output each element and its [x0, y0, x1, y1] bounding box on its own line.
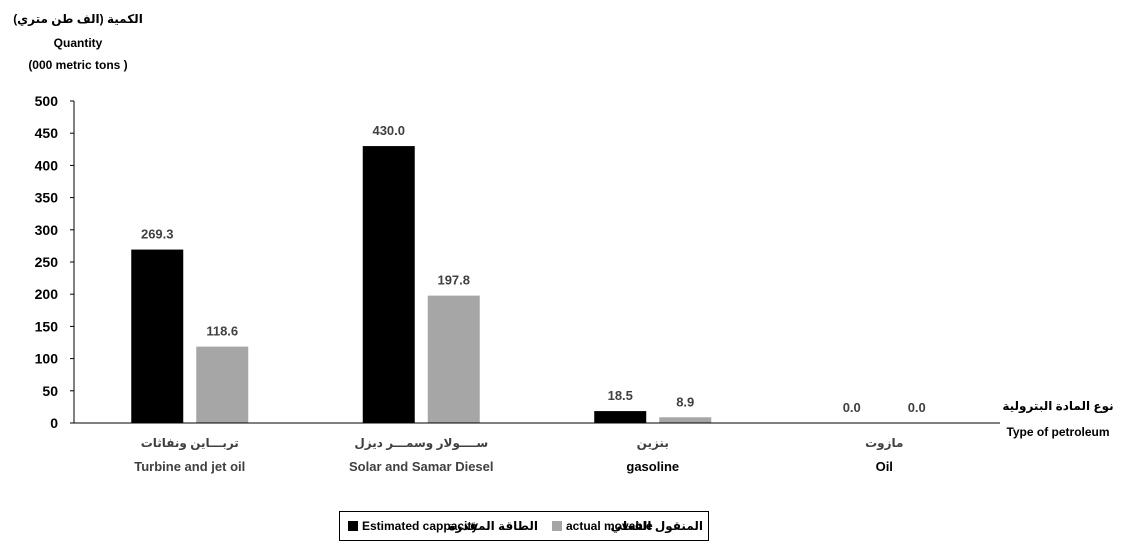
x-axis-title-en: Type of petroleum — [1006, 425, 1109, 439]
x-axis-title-ar: نوع المادة البترولية — [1002, 399, 1113, 414]
bar-estimated-0 — [131, 249, 184, 423]
x-tick-label-ar: بنزين — [637, 436, 669, 450]
data-label: 118.6 — [206, 324, 238, 339]
legend-swatch-actual — [552, 521, 562, 531]
legend-label-actual-en: actual movable — [566, 519, 653, 533]
x-axis-title: نوع المادة البترولية Type of petroleum — [1002, 399, 1113, 439]
data-label: 0.0 — [843, 400, 861, 415]
y-axis: 0 50 100 150 200 250 300 350 400 450 500 — [35, 93, 75, 431]
y-tick-label: 50 — [42, 383, 58, 399]
y-tick-label: 0 — [50, 415, 58, 431]
bar-actual-1 — [427, 295, 480, 423]
y-tick-label: 350 — [35, 190, 59, 206]
bars-layer: 269.3 118.6 430.0 197.8 18.5 8.9 0.0 0.0 — [131, 123, 926, 423]
data-label: 430.0 — [372, 123, 405, 138]
y-axis-title: الكمية (الف طن متري) Quantity (000 metri… — [13, 12, 143, 72]
y-tick-label: 400 — [35, 157, 59, 173]
data-label: 197.8 — [437, 273, 470, 288]
y-tick-label: 300 — [35, 222, 59, 238]
legend-label-actual-ar: المنقول الفعلي — [610, 519, 703, 534]
x-tick-label-ar: ســــولار وسمـــر ديزل — [354, 436, 488, 451]
bar-actual-2 — [659, 417, 712, 423]
y-tick-label: 200 — [35, 286, 59, 302]
legend: Estimated cappacity الطاقة المقدرة actua… — [339, 511, 709, 541]
y-tick-label: 150 — [35, 318, 59, 334]
x-tick-label-ar: تربـــاين ونفاثات — [141, 436, 239, 451]
y-tick-label: 100 — [35, 351, 59, 367]
y-tick-label: 250 — [35, 254, 59, 270]
bar-estimated-1 — [362, 146, 415, 423]
x-tick-label-en: Oil — [876, 459, 893, 474]
data-label: 18.5 — [608, 388, 633, 403]
data-label: 269.3 — [141, 227, 174, 242]
legend-swatch-estimated — [348, 521, 358, 531]
legend-label-estimated-en: Estimated cappacity — [362, 519, 478, 533]
y-tick-label: 500 — [35, 93, 59, 109]
bar-actual-0 — [196, 346, 249, 423]
x-tick-label-en: gasoline — [626, 459, 679, 474]
x-tick-label-en: Turbine and jet oil — [134, 459, 245, 474]
y-axis-title-unit: (000 metric tons ) — [28, 58, 127, 72]
y-tick-label: 450 — [35, 125, 59, 141]
data-label: 8.9 — [676, 394, 694, 409]
x-axis: تربـــاين ونفاثات Turbine and jet oil ســـ… — [74, 422, 1000, 474]
data-label: 0.0 — [908, 400, 926, 415]
x-tick-label-en: Solar and Samar Diesel — [349, 459, 494, 474]
legend-svg: Estimated cappacity الطاقة المقدرة actua… — [348, 519, 703, 534]
legend-label-estimated-ar: الطاقة المقدرة — [448, 519, 538, 533]
y-axis-title-ar: الكمية (الف طن متري) — [13, 12, 143, 26]
x-tick-label-ar: مازوت — [865, 436, 903, 451]
bar-estimated-2 — [594, 411, 647, 423]
y-axis-title-en: Quantity — [54, 36, 103, 50]
